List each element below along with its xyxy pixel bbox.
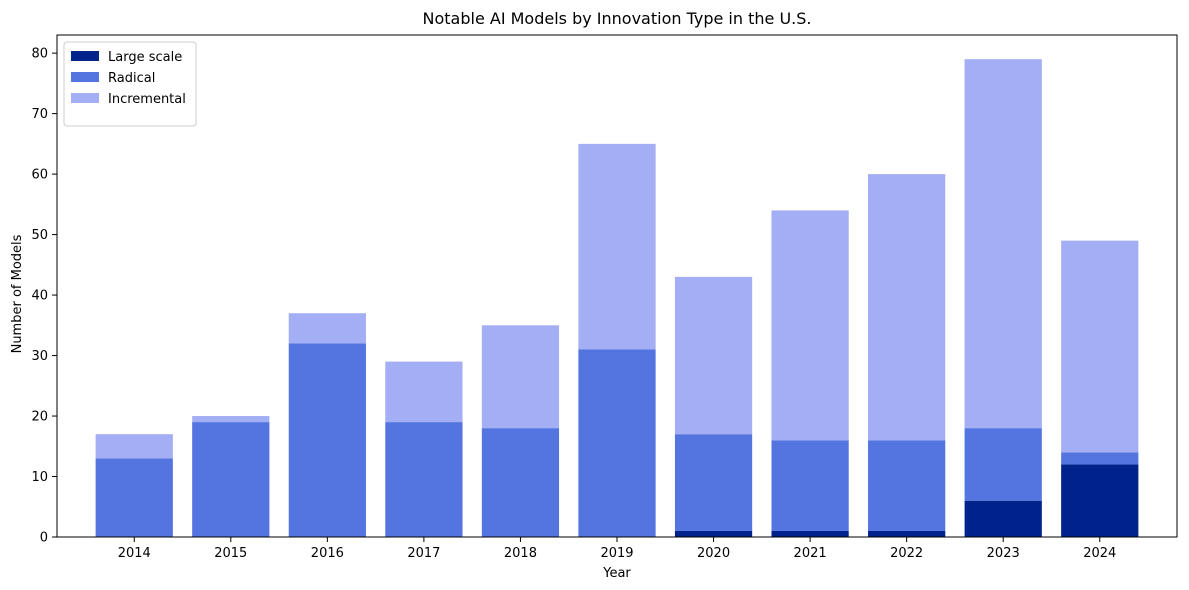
bars [95,59,1139,537]
bar-2020-series-0 [674,530,753,537]
y-tick-label-50: 50 [31,228,48,243]
bar-2014-series-1 [95,458,173,537]
bar-2016-series-1 [288,343,366,537]
legend-swatch-1 [71,72,99,82]
bar-2023-series-1 [964,428,1042,501]
x-tick-label-2020: 2020 [697,546,730,561]
bar-2016-series-2 [288,313,366,344]
y-axis-title: Number of Models [10,234,25,353]
y-tick-label-30: 30 [31,349,48,364]
bar-2015-series-1 [192,422,270,537]
legend-box [63,41,197,127]
x-tick-label-2022: 2022 [890,546,923,561]
bar-2018-series-2 [481,325,560,429]
y-axis: 0 10 20 30 40 50 60 70 80 [31,47,57,546]
bar-2017-series-1 [385,422,463,537]
x-tick-label-2023: 2023 [987,546,1020,561]
x-tick-label-2016: 2016 [311,546,344,561]
x-tick-label-2017: 2017 [407,546,440,561]
y-tick-label-10: 10 [31,470,48,485]
bar-2021-series-1 [771,440,849,531]
legend-label-1: Radical [108,71,155,86]
x-tick-label-2018: 2018 [504,546,537,561]
bar-2022-series-0 [868,530,946,537]
y-tick-label-40: 40 [31,289,48,304]
y-tick-label-20: 20 [31,410,48,425]
legend-label-0: Large scale [108,50,182,65]
bar-2021-series-2 [771,210,849,441]
bar-2020-series-1 [674,434,753,531]
bar-2019-series-2 [578,143,656,350]
y-tick-label-0: 0 [40,531,48,546]
y-tick-label-70: 70 [31,107,48,122]
bar-2017-series-2 [385,361,463,423]
x-axis: 2014 2015 2016 2017 2018 2019 2020 2021 2022 2023… [118,537,1116,561]
legend: Large scale Radical Incremental [63,41,197,127]
bar-2024-series-2 [1061,240,1139,453]
bar-2020-series-2 [674,276,753,435]
y-tick-label-60: 60 [31,168,48,183]
x-tick-label-2024: 2024 [1083,546,1116,561]
legend-swatch-2 [71,93,99,103]
bar-2022-series-1 [868,440,946,531]
legend-swatch-0 [71,51,99,61]
bar-2015-series-2 [192,416,270,423]
y-tick-label-80: 80 [31,47,48,62]
bar-2021-series-0 [771,530,849,537]
bar-2014-series-2 [95,434,173,459]
x-tick-label-2015: 2015 [214,546,247,561]
bar-2022-series-2 [868,174,946,441]
x-tick-label-2021: 2021 [794,546,827,561]
x-axis-title: Year [602,566,631,581]
x-tick-label-2014: 2014 [118,546,151,561]
legend-label-2: Incremental [108,92,186,107]
chart-title: Notable AI Models by Innovation Type in … [423,9,812,28]
bar-2023-series-0 [964,500,1042,537]
bar-2024-series-1 [1061,452,1139,465]
bar-2023-series-2 [964,59,1042,429]
bar-2019-series-1 [578,349,656,537]
bar-2018-series-1 [481,428,560,537]
plot-frame [56,34,1178,538]
x-tick-label-2019: 2019 [600,546,633,561]
bar-2024-series-0 [1061,464,1139,537]
